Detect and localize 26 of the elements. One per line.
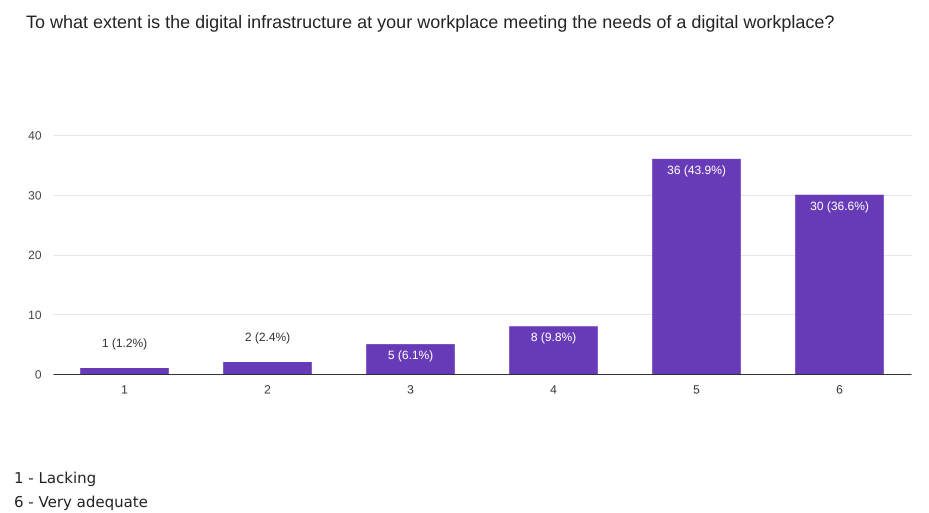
chart-title: To what extent is the digital infrastructure at your workplace meeting the needs of a digital workplace? xyxy=(26,11,836,34)
y-tick-label: 0 xyxy=(34,368,42,382)
bar xyxy=(509,326,598,374)
data-label: 36 (43.9%) xyxy=(667,162,726,177)
data-label: 5 (6.1%) xyxy=(388,348,434,362)
data-label: 30 (36.6%) xyxy=(810,198,869,213)
text: 6 - Very adequate xyxy=(14,492,148,513)
bar xyxy=(652,158,741,374)
text: 1 - Lacking xyxy=(14,468,98,489)
bar xyxy=(80,368,169,374)
x-tick-label: 3 xyxy=(407,382,414,396)
data-label: 2 (2.4%) xyxy=(244,330,290,344)
y-tick-label: 10 xyxy=(28,308,42,322)
x-tick-label: 2 xyxy=(264,382,272,396)
y-tick-label: 20 xyxy=(28,248,42,262)
bar xyxy=(795,194,884,374)
y-tick-label: 40 xyxy=(28,128,42,142)
x-tick-label: 6 xyxy=(836,382,844,396)
data-label: 1 (1.2%) xyxy=(102,336,148,350)
bar xyxy=(366,344,455,374)
data-label: 8 (9.8%) xyxy=(530,330,576,344)
x-tick-label: 4 xyxy=(550,382,558,396)
y-tick-label: 30 xyxy=(28,188,42,202)
bar xyxy=(223,362,312,374)
x-tick-label: 5 xyxy=(693,382,700,396)
x-tick-label: 1 xyxy=(121,382,128,396)
